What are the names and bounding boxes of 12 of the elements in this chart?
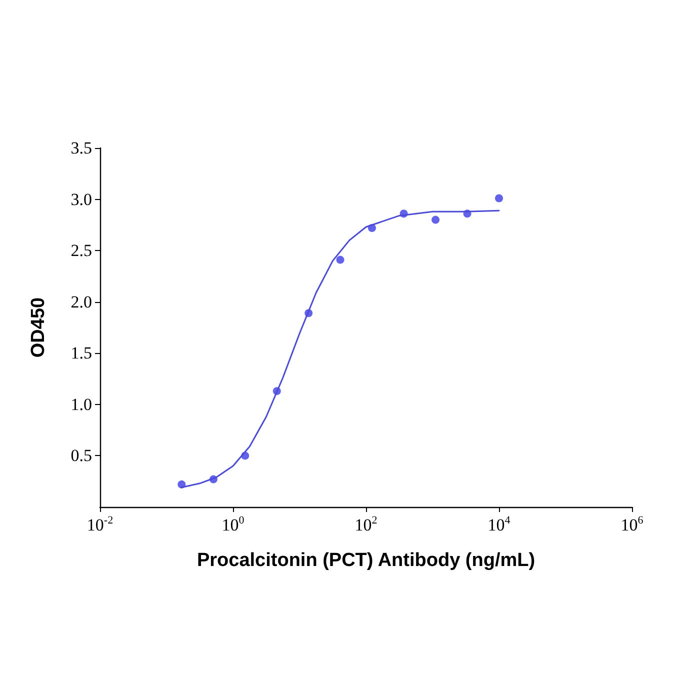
y-tick-label: 1.5: [70, 344, 92, 363]
point: [495, 194, 503, 202]
x-axis-title: Procalcitonin (PCT) Antibody (ng/mL): [196, 550, 536, 571]
point: [432, 216, 440, 224]
y-tick-label: 2.5: [70, 241, 92, 260]
y-tick-label: 0.5: [70, 446, 92, 466]
y-tick-label: 1.0: [70, 394, 92, 414]
y-tick-label: 3.5: [70, 138, 92, 158]
y-tick-label: 2.0: [70, 292, 92, 312]
y-tick-label: 3.0: [70, 190, 92, 209]
y-axis-title: OD450: [28, 297, 49, 358]
point: [336, 256, 344, 264]
